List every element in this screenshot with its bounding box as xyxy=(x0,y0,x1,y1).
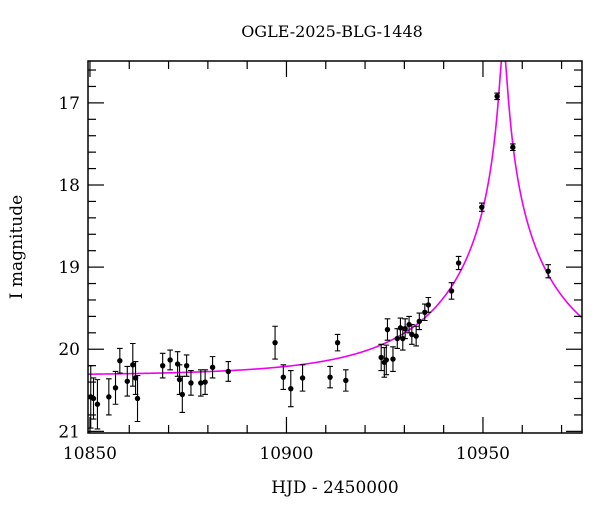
data-point xyxy=(455,260,462,266)
data-point xyxy=(479,204,485,210)
data-point xyxy=(327,374,333,380)
data-point xyxy=(272,339,278,346)
plot-frame xyxy=(87,60,583,434)
data-point xyxy=(183,362,190,369)
y-tick-label: 18 xyxy=(58,176,80,196)
data-point xyxy=(494,93,500,100)
data-point xyxy=(409,331,415,338)
data-point xyxy=(510,144,516,150)
y-tick-label: 20 xyxy=(58,340,80,360)
data-point xyxy=(397,325,404,331)
tick-labels-group: 10850 10900 10950 17 18 19 20 21 xyxy=(58,94,510,464)
data-point xyxy=(167,357,173,363)
data-points-group xyxy=(88,93,551,407)
data-point xyxy=(225,368,232,375)
data-point xyxy=(378,354,384,361)
data-point xyxy=(188,380,194,386)
plot-frame-group xyxy=(87,60,583,434)
y-axis-label: I magnitude xyxy=(7,195,27,299)
data-point xyxy=(130,362,136,368)
data-point xyxy=(106,394,112,400)
data-point xyxy=(448,288,455,294)
x-tick-label: 10900 xyxy=(259,444,313,464)
data-point xyxy=(209,364,216,371)
data-point xyxy=(117,358,123,364)
data-point xyxy=(176,376,183,383)
error-bars-group xyxy=(87,92,552,430)
data-point xyxy=(402,326,408,332)
data-point xyxy=(112,385,119,391)
y-tick-label: 19 xyxy=(58,258,80,278)
data-point xyxy=(202,379,208,385)
data-point xyxy=(299,375,306,381)
data-point xyxy=(400,335,406,342)
data-point xyxy=(545,268,551,274)
data-point xyxy=(422,309,428,315)
data-point xyxy=(394,335,400,342)
x-tick-label: 10950 xyxy=(456,444,510,464)
data-point xyxy=(334,339,341,346)
data-point xyxy=(343,377,349,384)
data-point xyxy=(179,391,186,398)
model-curve-group xyxy=(88,61,582,375)
x-tick-label: 10850 xyxy=(63,444,117,464)
data-point xyxy=(425,302,432,308)
x-axis-label: HJD - 2450000 xyxy=(271,478,399,498)
data-point xyxy=(198,380,204,386)
y-tick-label: 17 xyxy=(58,94,80,114)
data-point xyxy=(413,333,419,339)
plot-title: OGLE-2025-BLG-1448 xyxy=(241,22,423,41)
data-point xyxy=(390,356,396,362)
data-point xyxy=(94,401,101,407)
data-point xyxy=(134,395,141,402)
y-tick-label: 21 xyxy=(58,422,80,442)
data-point xyxy=(132,375,139,381)
data-point xyxy=(159,362,166,369)
data-point xyxy=(174,361,181,367)
data-point xyxy=(416,318,422,325)
data-point xyxy=(384,326,391,333)
data-point xyxy=(124,378,130,384)
data-point xyxy=(406,321,412,328)
data-point xyxy=(383,357,389,363)
data-point xyxy=(288,385,294,392)
data-point xyxy=(280,374,287,380)
model-curve-path xyxy=(88,61,582,375)
